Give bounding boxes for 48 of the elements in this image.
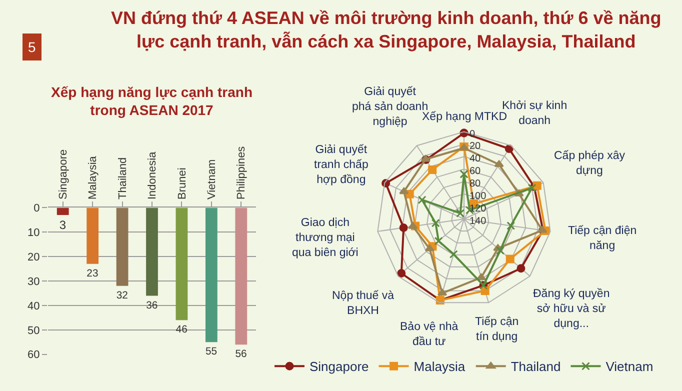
bar <box>86 208 99 264</box>
bar <box>116 208 128 286</box>
x-tick-label: Philippines <box>236 146 248 200</box>
spoke-label: Giải quyết tranh chấp hợp đồng <box>314 144 368 186</box>
y-tick-label: 0 <box>34 202 40 215</box>
text: 5 <box>28 39 36 55</box>
x-tick-label: Brunei <box>176 168 188 200</box>
legend-label: Malaysia <box>414 359 466 374</box>
y-tick-label: 10 <box>28 227 40 240</box>
text: VN đứng thứ 4 ASEAN về môi trường kinh doanh, thứ 6 về năng lực cạnh tranh, vẫn cách xa Singapore, Malaysia, Thailand <box>111 8 662 52</box>
data-label: 32 <box>116 290 128 302</box>
legend-label: Vietnam <box>606 359 654 374</box>
data-label: 3 <box>59 218 66 232</box>
spoke-label: Đăng ký quyền sở hữu và sử dụng... <box>533 288 610 330</box>
legend-label: Singapore <box>310 359 369 374</box>
x-tick-label: Vietnam <box>206 159 218 200</box>
y-tick-label: 60 <box>28 349 40 362</box>
legend-label: Thailand <box>510 359 561 374</box>
bar <box>205 208 218 342</box>
y-tick-label: 20 <box>28 251 40 264</box>
y-tick-label: 60 <box>470 166 482 178</box>
spoke-label: Giao dịch thương mại qua biên giới <box>292 217 358 259</box>
data-label: 36 <box>146 300 158 312</box>
bar <box>146 208 158 296</box>
spoke-label: Nộp thuế và BHXH <box>332 290 395 317</box>
spoke-label: Xếp hạng MTKD <box>422 111 508 123</box>
y-tick-label: 30 <box>28 276 40 288</box>
spoke-label: Tiếp cận điện năng <box>568 225 637 252</box>
spoke-label: Bảo vệ nhà đầu tư <box>400 321 459 348</box>
bar <box>176 208 188 320</box>
x-tick-label: Thailand <box>116 157 129 200</box>
x-tick-label: Singapore <box>57 149 70 200</box>
x-tick-label: Indonesia <box>146 150 159 200</box>
x-tick-label: Malaysia <box>87 155 100 200</box>
y-tick-label: 40 <box>470 154 482 165</box>
chart-subtitle: Xếp hạng năng lực cạnh tranh trong ASEAN 2017 <box>51 84 252 118</box>
y-tick-label: 20 <box>470 141 482 152</box>
y-tick-label: 40 <box>28 300 40 312</box>
bar <box>235 208 248 345</box>
spoke-label: Tiếp cận tín dụng <box>475 316 519 343</box>
y-tick-label: 140 <box>470 216 487 227</box>
bar <box>56 208 69 216</box>
data-label: 56 <box>235 349 248 360</box>
data-label: 23 <box>86 268 98 280</box>
data-label: 46 <box>176 324 188 336</box>
data-label: 55 <box>206 346 218 358</box>
y-tick-label: 50 <box>28 324 40 337</box>
spoke-label: Cấp phép xây dựng <box>554 150 626 177</box>
